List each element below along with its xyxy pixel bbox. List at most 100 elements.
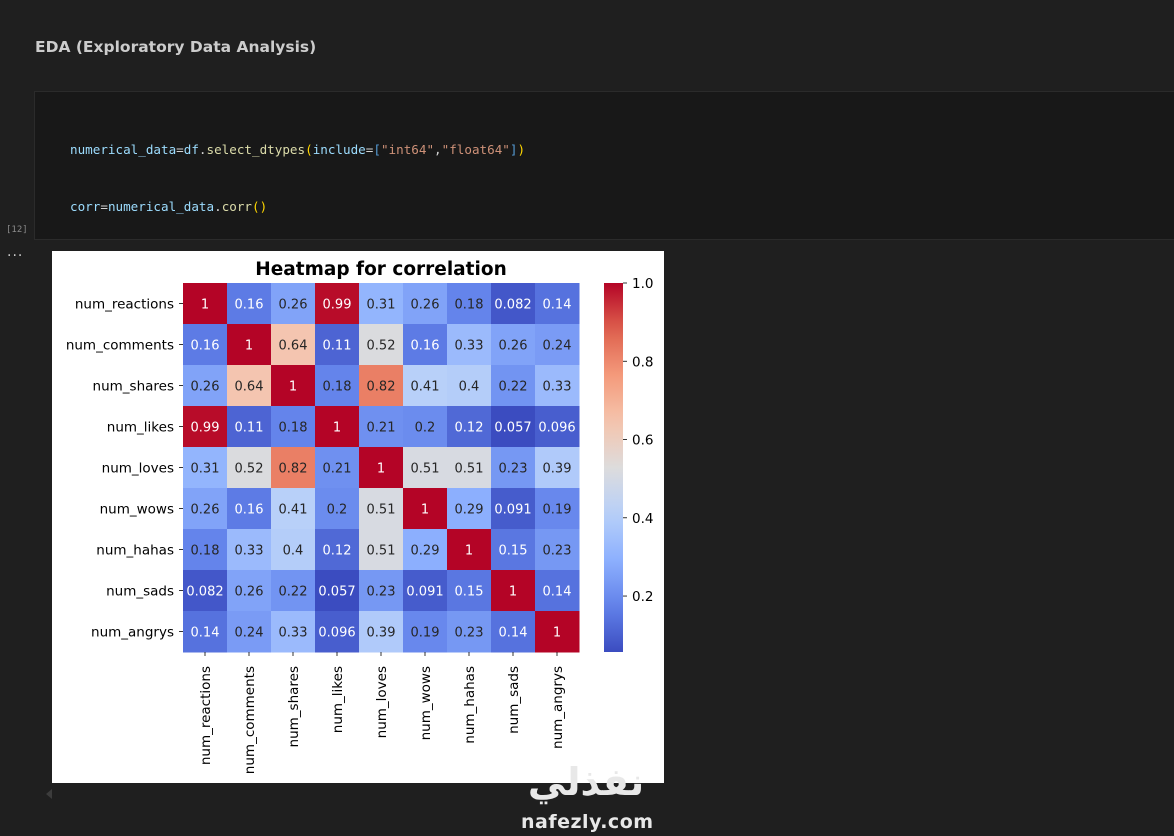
heatmap-cell-label: 0.99 (323, 298, 352, 313)
heatmap-cell (315, 529, 360, 571)
code-line: numerical_data=df.select_dtypes(include=… (70, 142, 526, 158)
heatmap-cell-label: 0.26 (279, 298, 308, 313)
heatmap-cell-label: 0.51 (367, 503, 396, 518)
heatmap-cell (359, 447, 404, 489)
heatmap-cell-label: 0.82 (279, 462, 308, 477)
heatmap-cell-label: 0.29 (455, 503, 484, 518)
heatmap-cell-label: 0.16 (191, 339, 220, 354)
heatmap-cell-label: 0.29 (411, 544, 440, 559)
nafezly-logo: نفذلي (528, 760, 644, 804)
heatmap-cell (447, 365, 492, 407)
heatmap-cell (183, 283, 228, 325)
heatmap-cell (403, 488, 448, 530)
heatmap-cell-label: 0.64 (279, 339, 308, 354)
heatmap-cell (227, 324, 272, 366)
heatmap-cell (447, 529, 492, 571)
heatmap-cell-label: 1 (509, 585, 517, 600)
heatmap-cell (271, 365, 316, 407)
heatmap-cell (535, 488, 580, 530)
heatmap-cell-label: 0.23 (543, 544, 572, 559)
heatmap-cell (359, 406, 404, 448)
heatmap-cell (183, 324, 228, 366)
heatmap-cell-label: 0.23 (367, 585, 396, 600)
heatmap-cell-label: 0.082 (186, 585, 223, 600)
heatmap-cell-label: 0.26 (191, 503, 220, 518)
heatmap-cell-label: 0.31 (367, 298, 396, 313)
y-tick-label: num_shares (93, 379, 174, 395)
heatmap-cell-label: 1 (333, 421, 341, 436)
heatmap-cell-label: 0.4 (283, 544, 304, 559)
heatmap-cell-label: 0.21 (323, 462, 352, 477)
heatmap-cell-label: 0.33 (543, 380, 572, 395)
chart-title: Heatmap for correlation (255, 259, 506, 280)
heatmap-cell-label: 0.39 (367, 626, 396, 641)
heatmap-cell (183, 570, 228, 612)
y-tick-label: num_comments (66, 338, 174, 354)
heatmap-cell (447, 611, 492, 653)
scroll-left-icon[interactable] (46, 789, 52, 799)
heatmap-cell-label: 0.082 (494, 298, 531, 313)
heatmap-cell-label: 0.18 (191, 544, 220, 559)
heatmap-cell (315, 488, 360, 530)
heatmap-cell-label: 0.26 (235, 585, 264, 600)
heatmap-cell (227, 488, 272, 530)
heatmap-cell (227, 283, 272, 325)
heatmap-cell (447, 570, 492, 612)
heatmap-cell (183, 529, 228, 571)
heatmap-cell (315, 611, 360, 653)
heatmap-cell (535, 447, 580, 489)
heatmap-cell-label: 0.14 (543, 585, 572, 600)
colorbar-tick-label: 0.4 (632, 511, 653, 527)
heatmap-cell-label: 0.22 (279, 585, 308, 600)
heatmap-cell (447, 488, 492, 530)
heatmap-cell-label: 0.19 (411, 626, 440, 641)
heatmap-cell-label: 0.39 (543, 462, 572, 477)
heatmap-cell (183, 488, 228, 530)
heatmap-cell (271, 611, 316, 653)
heatmap-cell (403, 365, 448, 407)
heatmap-cell (491, 406, 536, 448)
heatmap-cell (403, 283, 448, 325)
colorbar (604, 283, 623, 652)
heatmap-cell (535, 283, 580, 325)
heatmap-cell-label: 0.18 (323, 380, 352, 395)
y-tick-label: num_hahas (96, 543, 174, 559)
heatmap-cell (535, 529, 580, 571)
y-tick-label: num_sads (106, 584, 174, 600)
y-tick-label: num_likes (107, 420, 174, 436)
heatmap-cell (183, 365, 228, 407)
x-tick-label: num_sads (506, 666, 522, 734)
heatmap-cell (227, 406, 272, 448)
heatmap-cell (271, 406, 316, 448)
heatmap-cell-label: 0.091 (406, 585, 443, 600)
heatmap-cell-label: 0.16 (235, 298, 264, 313)
heatmap-cell-label: 0.057 (494, 421, 531, 436)
heatmap-cell (227, 611, 272, 653)
heatmap-cell-label: 0.18 (279, 421, 308, 436)
heatmap-cell (359, 324, 404, 366)
x-tick-label: num_wows (418, 666, 434, 740)
heatmap-cell-label: 0.14 (499, 626, 528, 641)
heatmap-cell (491, 365, 536, 407)
heatmap-cell-label: 0.12 (455, 421, 484, 436)
heatmap-cell (403, 324, 448, 366)
heatmap-cell-label: 1 (553, 626, 561, 641)
heatmap-cell-label: 0.16 (411, 339, 440, 354)
heatmap-cell (491, 570, 536, 612)
heatmap-cell-label: 0.22 (499, 380, 528, 395)
heatmap-cell (359, 570, 404, 612)
heatmap-cell (491, 283, 536, 325)
markdown-cell[interactable] (0, 18, 1174, 90)
heatmap-cell-label: 0.16 (235, 503, 264, 518)
heatmap-cell (359, 365, 404, 407)
heatmap-cell-label: 0.64 (235, 380, 264, 395)
heatmap-cell-label: 0.11 (323, 339, 352, 354)
heatmap-cell-label: 0.26 (499, 339, 528, 354)
heatmap-cell-label: 0.33 (235, 544, 264, 559)
heatmap-cell-label: 0.51 (411, 462, 440, 477)
heatmap-cell (227, 365, 272, 407)
ellipsis-icon[interactable]: ··· (7, 248, 24, 264)
heatmap-cell (271, 529, 316, 571)
code-cell[interactable]: numerical_data=df.select_dtypes(include=… (34, 91, 1174, 444)
heatmap-cell (491, 611, 536, 653)
